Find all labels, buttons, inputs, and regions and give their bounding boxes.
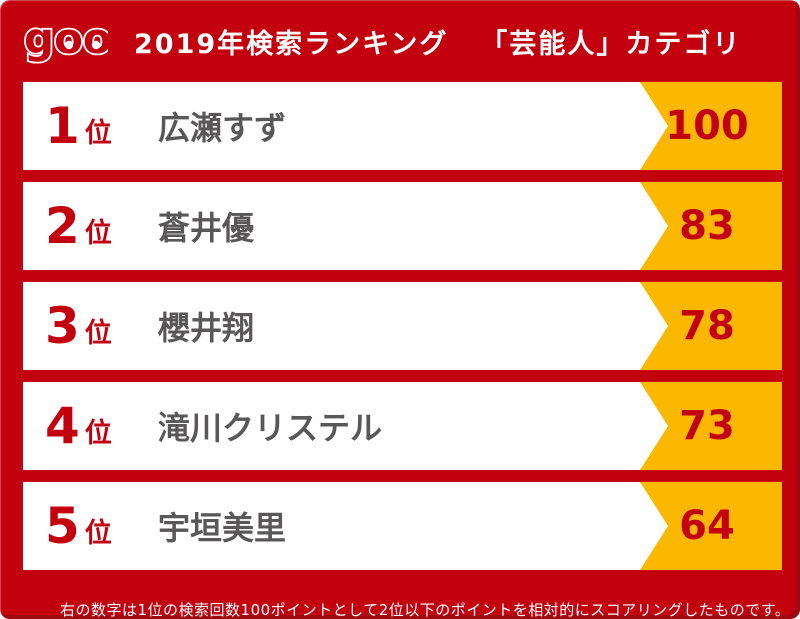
footer-note: 右の数字は1位の検索回数100ポイントとして2位以下のポイントを相対的にスコアリ… [60,601,791,619]
celebrity-name: 宇垣美里 [158,509,287,547]
goo-logo-text: goo [24,15,108,63]
rank-suffix: 位 [84,217,112,249]
rank-label: 4 位 [45,382,112,470]
rank-number: 2 [45,197,80,255]
rank-label: 3 位 [45,282,112,370]
ranking-row-2: 2 位 蒼井優 83 [23,182,782,270]
ranking-row-5: 5 位 宇垣美里 64 [23,482,782,570]
ranking-row-4: 4 位 滝川クリステル 73 [23,382,782,470]
header: goo 2019年検索ランキング 「芸能人」カテゴリ [0,0,800,82]
title-category: 「芸能人」カテゴリ [480,28,742,60]
goo-logo-icon: goo [22,12,113,65]
ranking-list: 1 位 広瀬すず 100 2 位 蒼井優 83 3 位 櫻井翔 [0,82,800,570]
rank-label: 5 位 [45,482,112,570]
score-value: 100 [665,103,749,149]
celebrity-name: 滝川クリステル [158,409,383,447]
logo-eye-dot [64,40,74,50]
page-title: 2019年検索ランキング 「芸能人」カテゴリ [134,22,741,61]
rank-label: 1 位 [45,82,112,170]
ranking-row-3: 3 位 櫻井翔 78 [23,282,782,370]
score-value: 78 [679,303,735,349]
rank-number: 4 [45,397,80,455]
celebrity-name: 蒼井優 [158,209,255,247]
title-main: 2019年検索ランキング [134,28,449,60]
score-value: 64 [679,503,735,549]
celebrity-name: 櫻井翔 [158,309,255,347]
rank-number: 1 [45,97,80,155]
logo-eye-dot [91,40,101,50]
rank-suffix: 位 [84,517,112,549]
rank-suffix: 位 [84,117,112,149]
rank-suffix: 位 [84,317,112,349]
rank-number: 3 [45,297,80,355]
celebrity-name: 広瀬すず [158,109,287,147]
score-flag: 78 [640,282,782,370]
rank-label: 2 位 [45,182,112,270]
ranking-row-1: 1 位 広瀬すず 100 [23,82,782,170]
score-flag: 100 [640,82,782,170]
score-value: 73 [679,403,735,449]
score-flag: 64 [640,482,782,570]
rank-suffix: 位 [84,417,112,449]
score-flag: 73 [640,382,782,470]
score-value: 83 [679,203,735,249]
goo-logo: goo [22,12,113,67]
score-flag: 83 [640,182,782,270]
rank-number: 5 [45,497,80,555]
